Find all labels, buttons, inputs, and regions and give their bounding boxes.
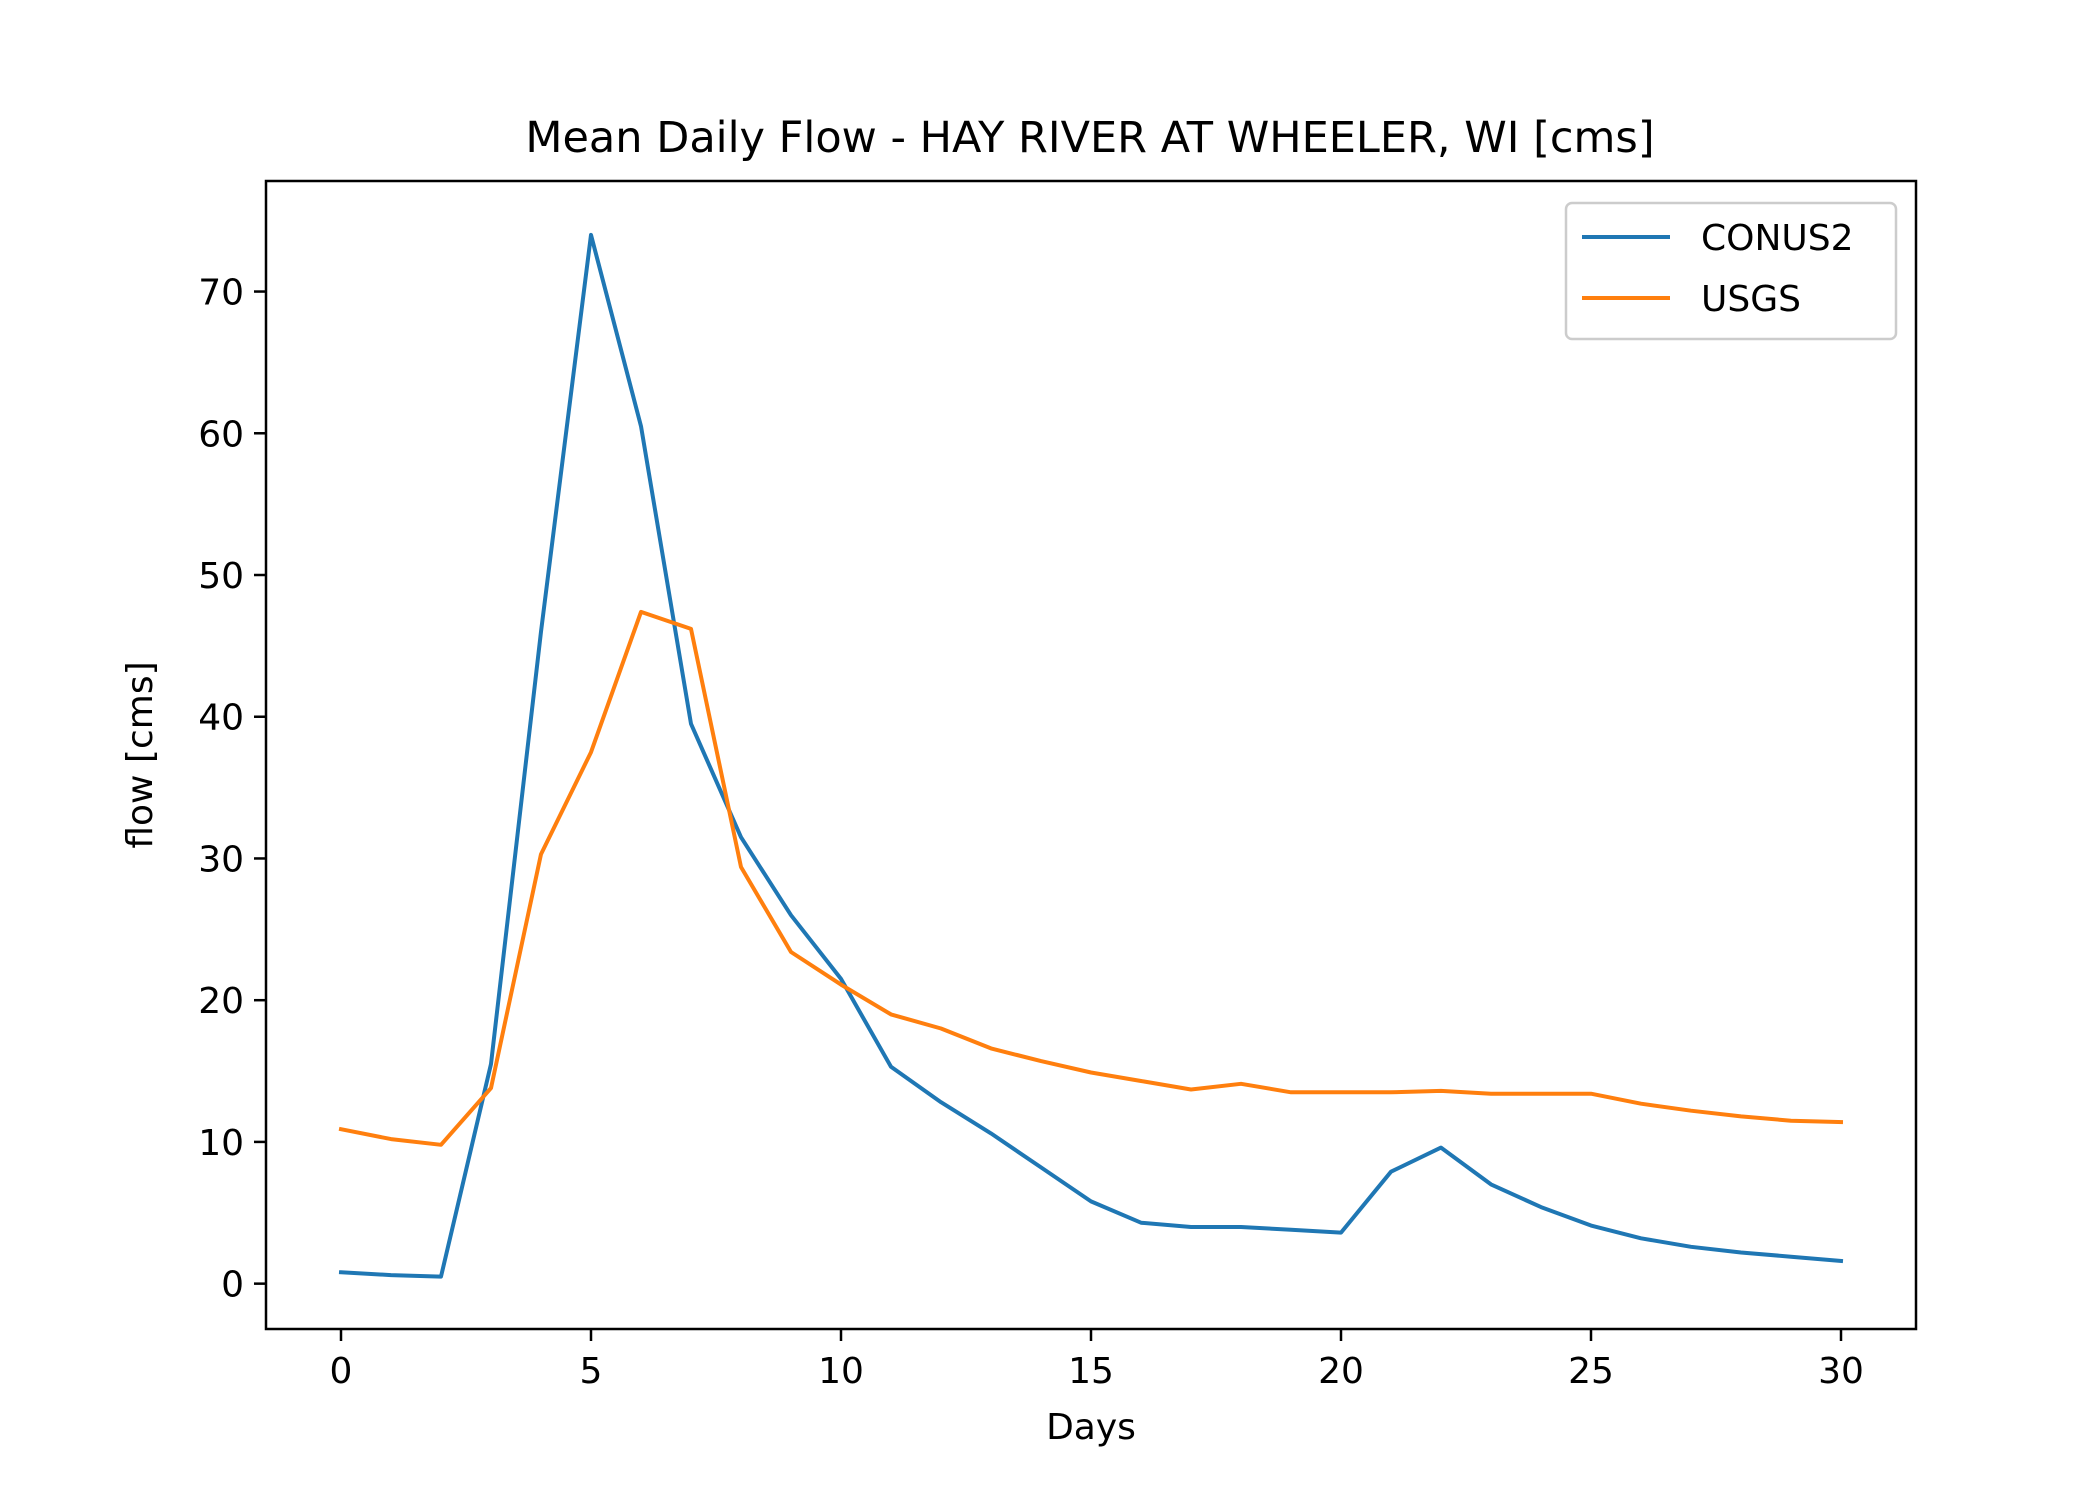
y-tick-label: 0 — [221, 1265, 244, 1306]
legend-label-conus2: CONUS2 — [1701, 218, 1854, 259]
y-tick-label: 70 — [198, 273, 244, 314]
y-axis-ticks: 0 10 20 30 40 50 60 70 — [198, 273, 266, 1306]
y-tick-label: 40 — [198, 698, 244, 739]
x-tick-label: 5 — [580, 1351, 603, 1392]
x-tick-label: 25 — [1568, 1351, 1614, 1392]
legend-label-usgs: USGS — [1701, 279, 1801, 320]
y-tick-label: 50 — [198, 556, 244, 597]
x-tick-label: 30 — [1818, 1351, 1864, 1392]
x-tick-label: 20 — [1318, 1351, 1364, 1392]
y-axis-label: flow [cms] — [120, 661, 161, 848]
y-tick-label: 60 — [198, 414, 244, 455]
x-axis-ticks: 0 5 10 15 20 25 30 — [330, 1329, 1864, 1392]
x-axis-label: Days — [1046, 1407, 1136, 1448]
x-tick-label: 0 — [330, 1351, 353, 1392]
series-layer — [338, 232, 1844, 1279]
y-tick-label: 10 — [198, 1123, 244, 1164]
x-tick-label: 10 — [818, 1351, 864, 1392]
chart-title: Mean Daily Flow - HAY RIVER AT WHEELER, … — [525, 113, 1654, 163]
y-tick-label: 30 — [198, 839, 244, 880]
x-tick-label: 15 — [1068, 1351, 1114, 1392]
legend: CONUS2 USGS — [1564, 201, 1898, 341]
y-tick-label: 20 — [198, 981, 244, 1022]
